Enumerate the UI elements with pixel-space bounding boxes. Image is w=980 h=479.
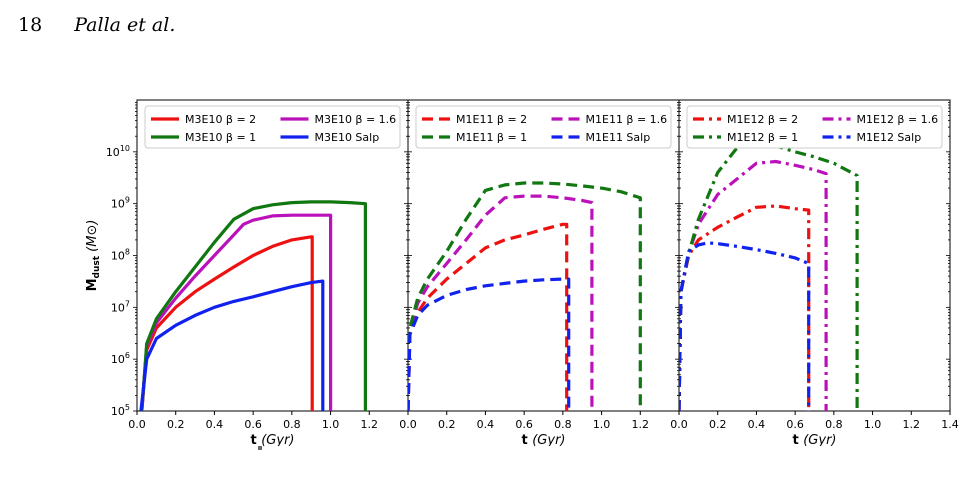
legend-label: M1E11 Salp	[586, 131, 651, 144]
x-tick-label: 0.2	[709, 418, 727, 431]
series-line	[408, 222, 569, 411]
x-tick-label: 0.8	[554, 418, 572, 431]
figure: 0.0 0.2 0.4 0.6 0.8 1.0 1.2 105 106 107 108 109 1010…	[85, 99, 959, 446]
series-line	[140, 213, 333, 411]
legend-label: M1E12 β = 1.6	[857, 113, 939, 126]
legend-box	[415, 105, 672, 149]
series-line	[679, 141, 859, 411]
legend-label: M1E11 β = 1	[456, 131, 527, 144]
y-tick-label: 105	[111, 403, 130, 418]
x-tick-label: 1.0	[322, 418, 340, 431]
x-tick-label: 0.6	[244, 418, 262, 431]
legend-label: M1E11 β = 2	[456, 113, 527, 126]
x-tick-label: 1.2	[361, 418, 379, 431]
series-line	[679, 159, 828, 411]
x-tick-label: 0.8	[825, 418, 843, 431]
x-tick-label: 0.6	[515, 418, 533, 431]
x-tick-label: 0.4	[748, 418, 766, 431]
x-axis-label: t (Gyr)	[521, 433, 565, 446]
x-tick-label: 0.0	[670, 418, 688, 431]
x-tick-label: 0.4	[206, 418, 224, 431]
legend-label: M3E10 β = 1	[185, 131, 256, 144]
x-tick-label: 0.6	[786, 418, 804, 431]
y-tick-label: 106	[111, 351, 130, 366]
x-tick-label: 0.8	[283, 418, 301, 431]
x-tick-label: 1.4	[941, 418, 959, 431]
x-axis-label: t (Gyr)	[250, 433, 294, 446]
y-tick-label: 1010	[106, 144, 130, 159]
series-line	[140, 200, 367, 411]
legend-label: M1E12 β = 1	[727, 131, 798, 144]
y-tick-label: 109	[111, 196, 130, 211]
y-axis-label: Mdust (M⊙)	[85, 220, 102, 292]
series-line	[679, 204, 811, 411]
series-line	[408, 181, 642, 411]
x-tick-label: 1.0	[864, 418, 882, 431]
series-line	[408, 277, 571, 411]
running-head-authors: Palla et al.	[74, 14, 176, 36]
x-tick-label: 0.2	[167, 418, 185, 431]
series-line	[140, 235, 314, 411]
chart-panel-m1e11: 0.0 0.2 0.4 0.6 0.8 1.0 1.2 t (Gyr) M1E11 β = 2 M…	[399, 99, 680, 446]
legend-label: M3E10 Salp	[315, 131, 380, 144]
legend-label: M1E11 β = 1.6	[586, 113, 668, 126]
legend-label: M1E12 Salp	[857, 131, 922, 144]
x-tick-label: 1.2	[632, 418, 650, 431]
chart-panel-m1e12: 0.0 0.2 0.4 0.6 0.8 1.0 1.2 1.4 t (Gyr) M1E12 β =…	[670, 99, 959, 446]
series-line	[679, 241, 811, 411]
legend-box	[686, 105, 943, 149]
x-tick-label: 0.0	[128, 418, 146, 431]
x-axis-label: t (Gyr)	[792, 433, 836, 446]
legend-label: M1E12 β = 2	[727, 113, 798, 126]
legend-box	[144, 105, 401, 149]
x-tick-label: 0.2	[438, 418, 456, 431]
legend-label: M3E10 β = 1.6	[315, 113, 397, 126]
x-tick-label: 1.0	[593, 418, 611, 431]
series-line	[139, 279, 325, 411]
series-line	[408, 194, 594, 411]
x-tick-label: 0.4	[477, 418, 495, 431]
chart-panel-m3e10: 0.0 0.2 0.4 0.6 0.8 1.0 1.2 105 106 107 108 109 1010…	[85, 99, 409, 446]
legend-label: M3E10 β = 2	[185, 113, 256, 126]
x-tick-label: 1.2	[903, 418, 921, 431]
caption-fragment	[0, 446, 980, 479]
page-number: 18	[18, 14, 43, 36]
page-header: 18 Palla et al.	[18, 14, 175, 36]
y-tick-label: 107	[111, 299, 130, 314]
x-tick-label: 0.0	[399, 418, 417, 431]
y-tick-label: 108	[111, 248, 130, 263]
